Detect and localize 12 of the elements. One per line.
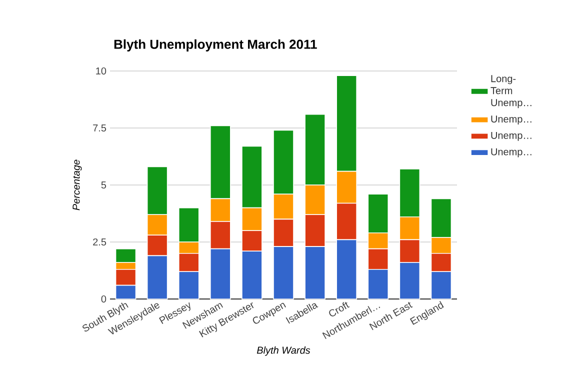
x-axis-title: Blyth Wards	[256, 346, 310, 356]
y-tick-label: 0	[101, 295, 106, 303]
legend-label: Unemp…	[491, 116, 532, 125]
legend-label: Long-Term Unemp…	[490, 75, 532, 108]
legend-label: Unemp…	[491, 132, 532, 141]
y-tick-label: 5	[101, 181, 106, 188]
chart-title: Blyth Unemployment March 2011	[114, 39, 317, 52]
y-tick-label: 7.5	[93, 124, 106, 132]
legend-label: Unemp…	[491, 148, 532, 158]
y-axis-title: Percentage	[72, 160, 82, 210]
y-tick-label: 10	[96, 67, 106, 75]
y-tick-label: 2.5	[93, 238, 106, 246]
